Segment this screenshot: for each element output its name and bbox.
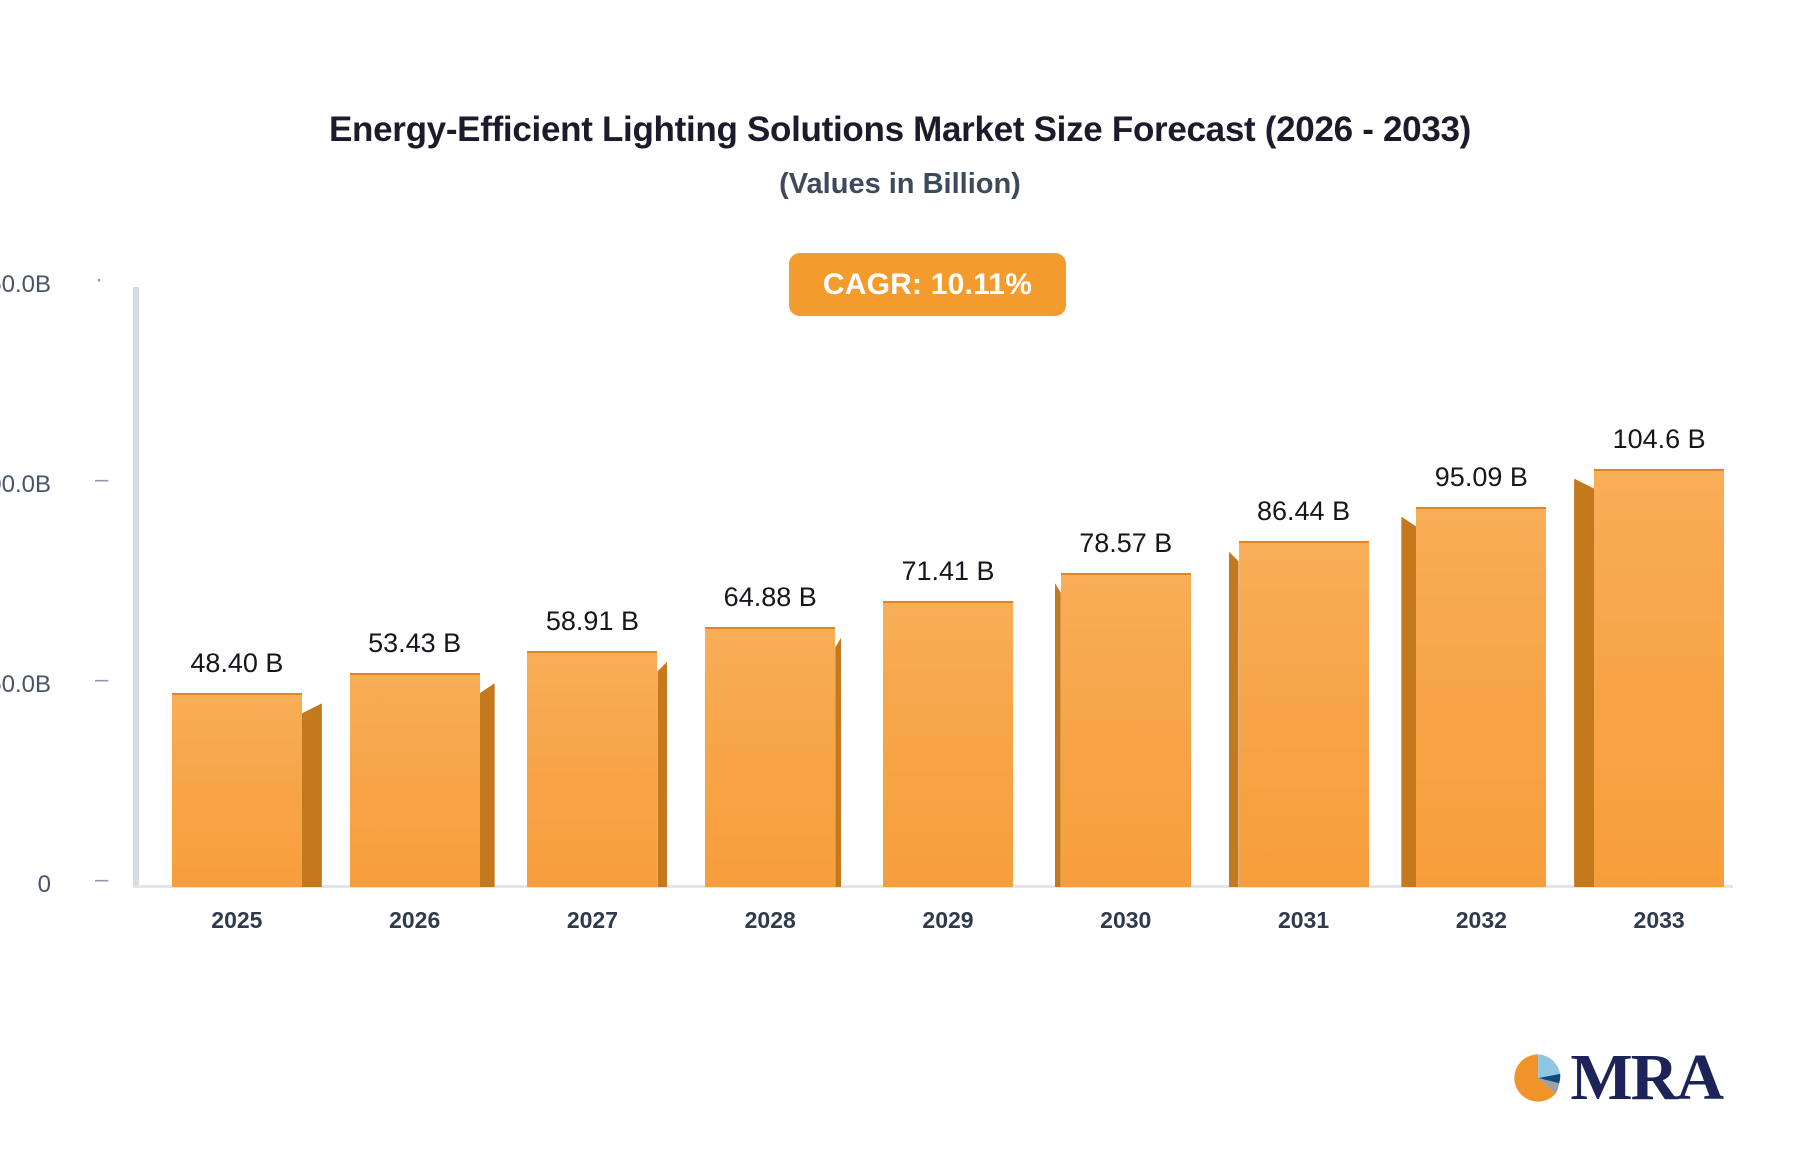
bar-side-face — [1574, 478, 1595, 887]
y-tick-0: 0 — [37, 871, 51, 898]
bar-face — [1060, 572, 1191, 887]
x-tick-2033: 2033 — [1633, 907, 1685, 933]
bar-2029: 71.41 B — [883, 556, 1013, 887]
bar-2025: 48.40 B — [171, 648, 322, 887]
y-tick-mark: · — [95, 266, 103, 293]
bar-series: 48.40 B 53.43 B 58.91 B 64.88 B 71.41 B 78.57… — [133, 287, 1733, 887]
pie-chart-icon — [1514, 1054, 1561, 1102]
bar-value-label: 78.57 B — [1079, 527, 1173, 558]
bar-2033: 104.6 B — [1574, 424, 1725, 887]
bar-side-face — [1054, 582, 1061, 887]
cagr-badge: CAGR: 10.11% — [789, 253, 1066, 316]
y-tick-mark: – — [95, 866, 109, 893]
mra-logo: MRA — [1512, 1040, 1724, 1116]
bar-value-label: 95.09 B — [1434, 461, 1528, 492]
chart-title: Energy-Efficient Lighting Solutions Mark… — [328, 110, 1472, 149]
bar-face — [1238, 541, 1369, 887]
bar-face — [705, 627, 836, 887]
bar-2032: 95.09 B — [1401, 462, 1547, 887]
bar-2031: 86.44 B — [1228, 496, 1369, 887]
cagr-badge-label: CAGR: 10.11% — [822, 267, 1033, 301]
x-tick-2028: 2028 — [744, 907, 796, 933]
bar-value-label: 53.43 B — [368, 628, 462, 659]
bar-side-face — [479, 683, 495, 887]
bar-face — [349, 673, 480, 887]
bar-face — [883, 601, 1013, 887]
x-tick-2029: 2029 — [922, 907, 974, 933]
chart-subtitle: (Values in Billion) — [779, 168, 1021, 200]
bar-side-face — [1401, 516, 1417, 887]
bar-value-label: 104.6 B — [1612, 423, 1706, 454]
logo-wordmark: MRA — [1570, 1041, 1724, 1114]
x-tick-2032: 2032 — [1455, 907, 1507, 933]
y-tick-50.0B: 50.0B — [0, 671, 51, 698]
bar-2028: 64.88 B — [705, 582, 842, 887]
bar-value-label: 71.41 B — [901, 556, 995, 587]
x-tick-2030: 2030 — [1100, 907, 1152, 933]
y-tick-100.0B: 100.0B — [0, 471, 51, 498]
x-tick-2026: 2026 — [389, 907, 441, 933]
bar-side-face — [1228, 551, 1239, 887]
plot-area: 48.40 B 53.43 B 58.91 B 64.88 B 71.41 B 78.57… — [0, 266, 1733, 933]
bar-side-face — [301, 703, 322, 887]
bar-face — [171, 693, 302, 887]
bar-value-label: 48.40 B — [190, 648, 284, 679]
bar-face — [527, 651, 658, 887]
x-tick-2025: 2025 — [211, 907, 263, 933]
y-tick-150.0B: 150.0B — [0, 271, 51, 298]
bar-value-label: 58.91 B — [545, 606, 639, 637]
x-tick-2027: 2027 — [566, 907, 619, 933]
x-tick-2031: 2031 — [1277, 907, 1330, 933]
bar-2027: 58.91 B — [527, 606, 668, 887]
bar-2026: 53.43 B — [349, 628, 495, 887]
y-tick-mark: – — [95, 466, 109, 493]
bar-value-label: 64.88 B — [723, 582, 817, 613]
bar-2030: 78.57 B — [1054, 528, 1191, 887]
bar-side-face — [657, 661, 668, 887]
bar-side-face — [835, 637, 842, 887]
bar-value-label: 86.44 B — [1257, 496, 1351, 527]
y-tick-mark: – — [95, 666, 109, 693]
y-axis-line — [133, 287, 139, 887]
bar-face — [1416, 506, 1547, 887]
bar-face — [1594, 468, 1725, 887]
